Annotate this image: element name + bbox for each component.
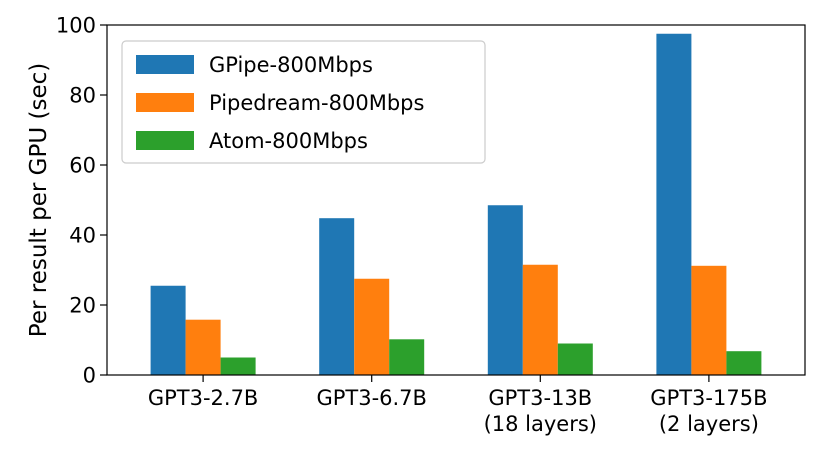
y-axis: 0 20 40 60 80 100 (56, 14, 107, 388)
y-tick-label: 40 (69, 224, 96, 248)
y-tick-label: 80 (69, 84, 96, 108)
bar-atom-800mbps-1 (389, 339, 425, 375)
x-tick-label: (18 layers) (484, 412, 597, 436)
legend-label: GPipe-800Mbps (209, 53, 373, 77)
x-tick-label: (2 layers) (659, 412, 759, 436)
y-tick-label: 100 (56, 14, 96, 38)
y-tick-label: 0 (83, 364, 96, 388)
bar-pipedream-800mbps-3 (691, 265, 727, 375)
legend-label: Atom-800Mbps (209, 129, 368, 153)
legend-box (121, 40, 486, 164)
plot-area-frame (106, 24, 806, 376)
bars-group (150, 33, 762, 375)
y-axis-label: Per result per GPU (sec) (26, 63, 52, 337)
bar-pipedream-800mbps-1 (354, 278, 390, 375)
x-tick-label: GPT3-13B (488, 386, 592, 410)
legend: GPipe-800Mbps Pipedream-800Mbps Atom-800Mb… (121, 40, 486, 164)
legend-swatch (136, 93, 194, 112)
bar-gpipe-800mbps-3 (656, 33, 692, 375)
bar-gpipe-800mbps-0 (150, 285, 186, 375)
bar-pipedream-800mbps-2 (522, 264, 558, 375)
bar-atom-800mbps-3 (726, 351, 762, 375)
bar-atom-800mbps-0 (220, 357, 256, 375)
x-axis: GPT3-2.7B GPT3-6.7B GPT3-13B(18 layers) GPT… (148, 375, 768, 436)
x-tick-label: GPT3-6.7B (316, 386, 427, 410)
y-tick-label: 20 (69, 294, 96, 318)
legend-swatch (136, 131, 194, 150)
bar-pipedream-800mbps-0 (185, 319, 221, 375)
x-tick-label: GPT3-175B (650, 386, 767, 410)
legend-swatch (136, 55, 194, 74)
bar-gpipe-800mbps-2 (487, 205, 523, 375)
legend-label: Pipedream-800Mbps (209, 91, 424, 115)
bar-gpipe-800mbps-1 (319, 218, 355, 375)
bar-atom-800mbps-2 (557, 343, 593, 375)
y-tick-label: 60 (69, 154, 96, 178)
x-tick-label: GPT3-2.7B (148, 386, 259, 410)
